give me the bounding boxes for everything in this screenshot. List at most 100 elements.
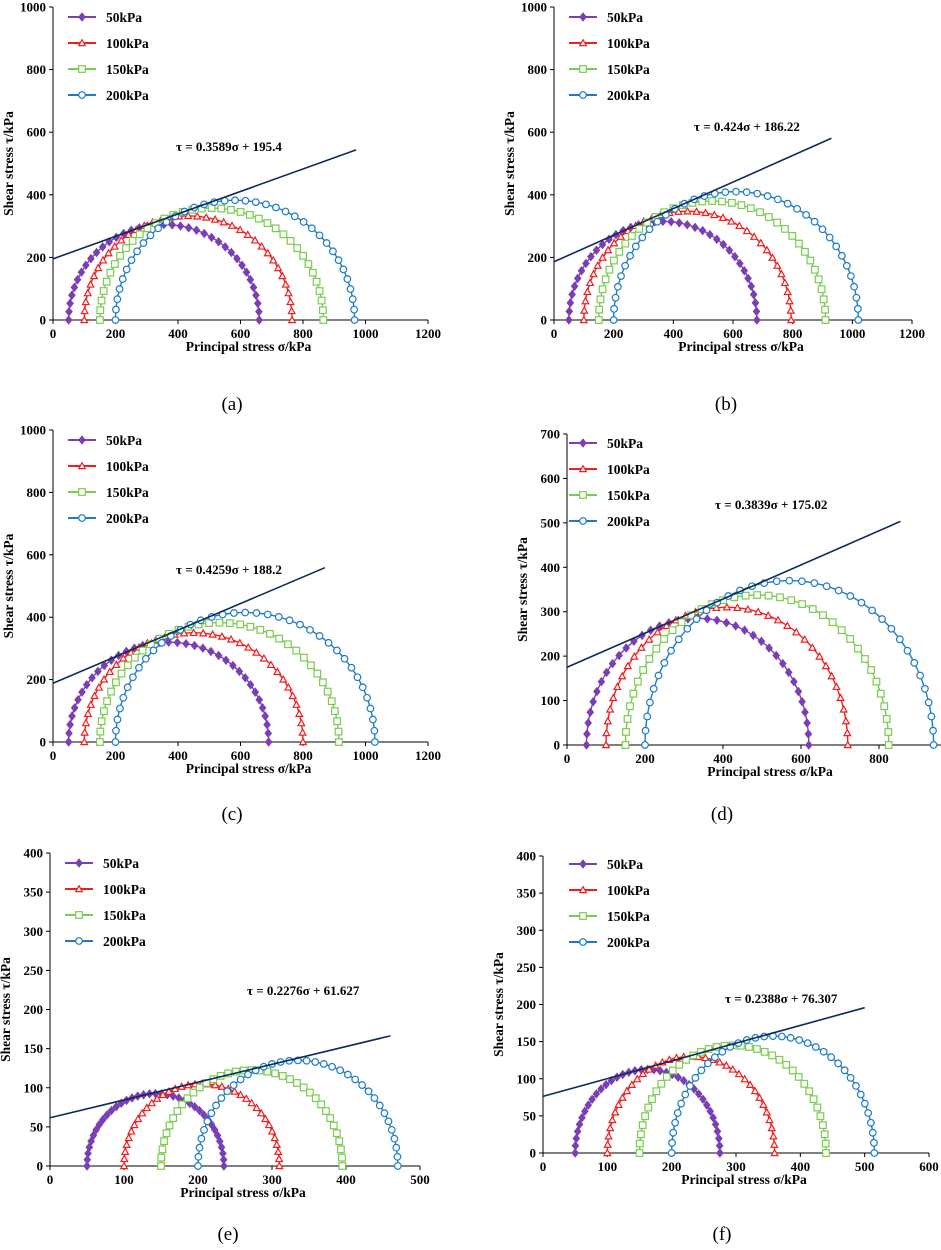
y-tick-label: 0 [40, 735, 47, 750]
data-point [329, 247, 337, 256]
data-point [119, 653, 128, 662]
data-point [584, 718, 593, 728]
data-point [266, 660, 276, 669]
data-point [122, 1140, 131, 1148]
data-point [810, 579, 819, 588]
data-point [308, 268, 317, 277]
data-point [573, 273, 582, 284]
data-point [821, 316, 830, 324]
data-point [311, 1058, 320, 1066]
x-tick-label: 800 [783, 326, 803, 341]
data-point [273, 1147, 283, 1155]
data-point [626, 702, 634, 711]
data-point [95, 738, 104, 746]
data-point [273, 263, 283, 272]
data-point [644, 1064, 654, 1073]
data-point [597, 676, 606, 687]
data-point [124, 230, 133, 238]
data-point [338, 1162, 347, 1170]
data-point [635, 224, 644, 233]
series-200kPa [111, 196, 359, 324]
data-point [787, 596, 796, 605]
data-point [839, 704, 848, 713]
legend-entry-100kPa: 100kPa [68, 459, 149, 474]
data-point [205, 619, 213, 628]
legend-marker [78, 514, 86, 522]
data-point [681, 1090, 690, 1099]
data-point [127, 256, 136, 265]
data-point [752, 306, 761, 317]
data-point [65, 306, 73, 317]
data-point [592, 245, 601, 256]
data-point [284, 640, 292, 649]
y-tick-label: 0 [37, 1159, 44, 1174]
x-tick-label: 800 [293, 326, 313, 341]
data-point [721, 188, 730, 197]
data-point [929, 741, 938, 749]
data-point [319, 678, 327, 687]
data-point [242, 267, 251, 278]
data-point [117, 235, 126, 244]
legend-label: 100kPa [106, 36, 149, 51]
data-point [290, 212, 299, 221]
data-point [300, 653, 308, 662]
data-point [207, 232, 216, 243]
data-point [857, 598, 866, 607]
data-point [236, 208, 245, 216]
data-point [776, 593, 784, 602]
data-point [827, 1053, 836, 1062]
data-point [610, 256, 618, 265]
data-point [611, 293, 620, 302]
legend-marker [75, 858, 83, 868]
data-point [846, 635, 855, 643]
data-point [317, 1100, 325, 1109]
data-point [133, 1114, 143, 1123]
data-point [916, 671, 924, 680]
data-point [566, 298, 575, 308]
legend-entry-50kPa: 50kPa [569, 10, 643, 25]
data-point [313, 669, 322, 678]
data-point [258, 703, 267, 713]
x-tick-label: 0 [50, 326, 57, 341]
data-point [756, 208, 764, 217]
data-point [110, 260, 119, 268]
x-tick-label: 400 [168, 326, 188, 341]
y-tick-label: 600 [528, 125, 548, 140]
data-point [581, 296, 590, 305]
legend-marker [78, 91, 86, 99]
data-point [87, 253, 95, 264]
data-point [219, 217, 229, 226]
data-point [182, 638, 190, 649]
data-point [94, 666, 102, 677]
data-point [715, 1057, 724, 1066]
legend-label: 200kPa [607, 88, 650, 103]
data-point [645, 655, 654, 663]
data-point [813, 1103, 822, 1112]
data-point [273, 667, 282, 676]
data-point [597, 1084, 605, 1094]
data-point [94, 682, 104, 691]
data-point [236, 1090, 245, 1099]
y-tick-label: 400 [541, 560, 561, 575]
data-point [80, 306, 89, 315]
data-point [753, 1045, 761, 1053]
data-point [603, 245, 613, 254]
data-point [652, 644, 661, 653]
data-point [107, 1105, 116, 1116]
data-point [811, 1043, 820, 1051]
data-point [565, 306, 574, 317]
data-point [215, 618, 224, 627]
data-point [716, 1148, 724, 1158]
data-point [393, 1162, 402, 1170]
data-point [227, 247, 236, 258]
data-point [393, 1152, 402, 1161]
y-tick-label: 50 [30, 1119, 43, 1134]
data-point [632, 1074, 642, 1083]
data-point [691, 1073, 700, 1082]
data-point [220, 1161, 228, 1171]
data-point [750, 1086, 760, 1095]
series-100kPa [79, 628, 308, 746]
data-point [119, 1161, 129, 1170]
data-point [261, 1114, 270, 1123]
data-point [142, 1103, 152, 1112]
